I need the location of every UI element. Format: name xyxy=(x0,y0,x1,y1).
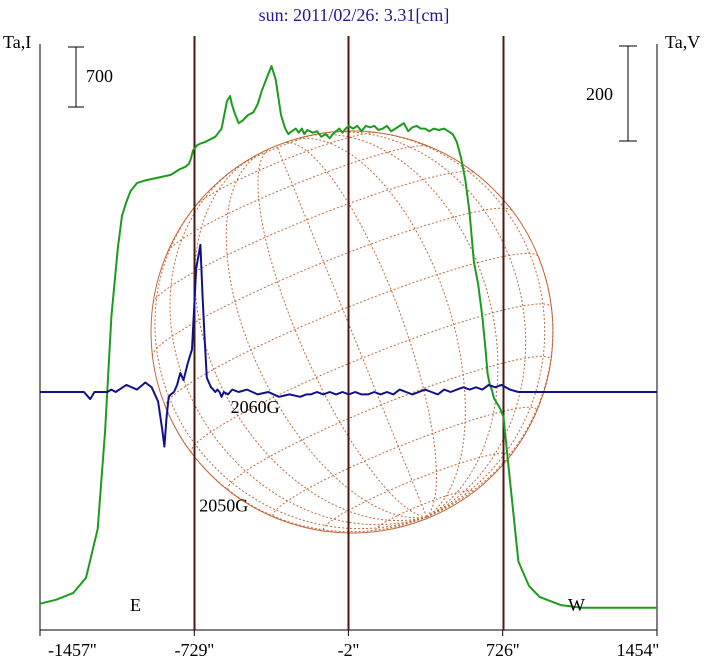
longitude-line xyxy=(257,148,427,518)
limb-label-east: E xyxy=(130,595,141,615)
x-tick-label: -2'' xyxy=(338,640,359,660)
latitude-line xyxy=(272,406,538,517)
latitude-line xyxy=(190,303,552,453)
longitude-line xyxy=(169,166,427,526)
longitude-line xyxy=(154,197,427,530)
latitude-line xyxy=(167,145,429,252)
longitude-line xyxy=(276,145,428,518)
left-axis-label: Ta,I xyxy=(3,32,31,52)
latitude-line xyxy=(152,170,475,303)
x-axis-ticks: -1457'' -729'' -2'' 726'' 1454'' xyxy=(39,630,660,660)
chart-title: sun: 2011/02/26: 3.31[cm] xyxy=(259,5,450,25)
right-scale-bar: 200 xyxy=(586,45,637,142)
latitude-line xyxy=(164,252,539,408)
x-tick-label: 726'' xyxy=(486,640,520,660)
series-line-v xyxy=(40,243,657,448)
longitude-line xyxy=(291,137,466,518)
longitude-line xyxy=(225,151,427,519)
x-tick-label: 1454'' xyxy=(617,640,660,660)
left-scale-value: 700 xyxy=(86,66,113,86)
series-line-i xyxy=(39,65,657,609)
disk-limb xyxy=(150,130,554,534)
left-scale-bar: 700 xyxy=(68,46,113,108)
longitude-line xyxy=(284,141,438,518)
x-tick-label: -729'' xyxy=(175,640,214,660)
longitude-line xyxy=(426,256,554,518)
series-group xyxy=(39,65,657,609)
feature-label: 2060G xyxy=(231,397,280,417)
longitude-line xyxy=(366,131,546,518)
reference-lines xyxy=(193,36,505,630)
feature-label: 2050G xyxy=(199,496,248,516)
latitude-line xyxy=(236,133,321,168)
annotations: 2060G 2050G E W xyxy=(130,397,585,615)
right-scale-value: 200 xyxy=(586,84,613,104)
longitude-line xyxy=(165,407,427,533)
latitude-line xyxy=(151,207,513,356)
right-axis-label: Ta,V xyxy=(665,32,700,52)
x-tick-label: -1457'' xyxy=(48,640,96,660)
solar-disk-grid xyxy=(150,130,554,534)
limb-label-west: W xyxy=(568,595,585,615)
